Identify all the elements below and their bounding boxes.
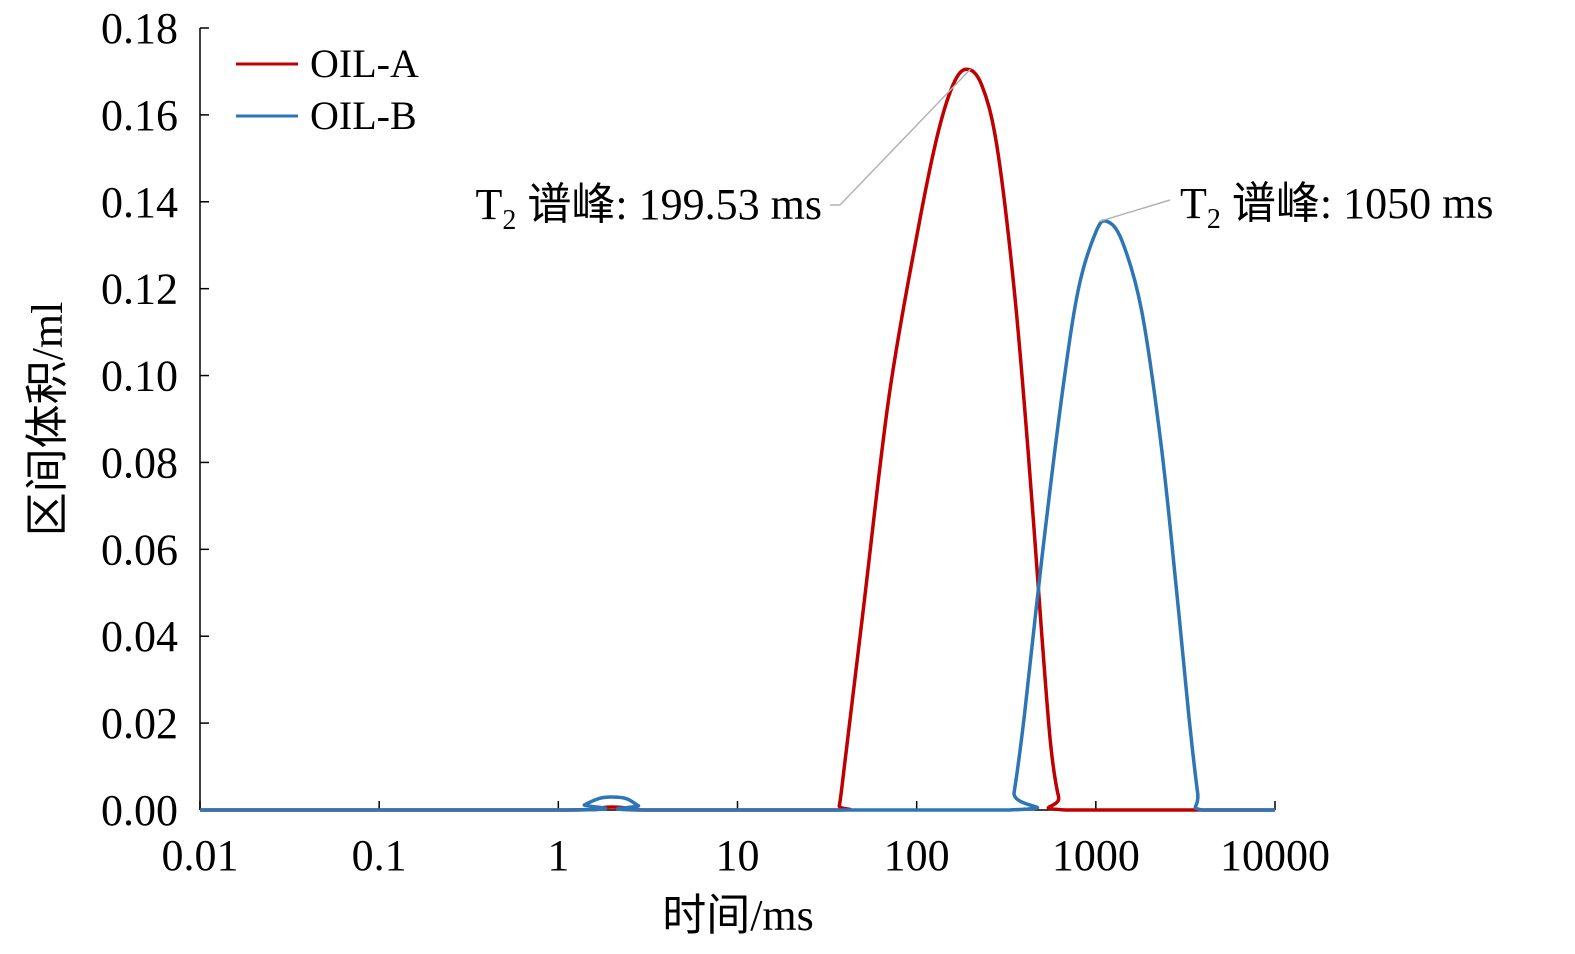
x-ticks: 0.01 0.1 1 10 100 1000 10000 bbox=[162, 801, 1330, 880]
series-line-oil-b bbox=[200, 219, 1275, 812]
x-tick-label: 1 bbox=[547, 831, 569, 880]
peak-annotation: T2 谱峰: 1050 ms bbox=[1180, 179, 1493, 235]
y-tick-label: 0.06 bbox=[101, 525, 178, 574]
y-tick-label: 0.16 bbox=[101, 91, 178, 140]
axes bbox=[199, 28, 1275, 811]
y-tick-label: 0.08 bbox=[101, 438, 178, 487]
annotation-leader bbox=[1099, 199, 1171, 223]
legend-label-oil-a: OIL-A bbox=[310, 41, 419, 86]
annotation-leader bbox=[839, 68, 971, 206]
y-ticks: 0.00 0.02 0.04 0.06 0.08 0.10 0.12 0.14 0.16 0.18 bbox=[101, 4, 209, 835]
legend: OIL-A OIL-B bbox=[236, 41, 419, 138]
y-tick-label: 0.18 bbox=[101, 4, 178, 53]
y-tick-label: 0.04 bbox=[101, 612, 178, 661]
peak-annotation: T2 谱峰: 199.53 ms bbox=[476, 180, 822, 236]
y-axis-label: 区间体积/ml bbox=[23, 302, 72, 537]
y-tick-label: 0.02 bbox=[101, 699, 178, 748]
series-layer bbox=[200, 67, 1275, 812]
x-tick-label: 10 bbox=[716, 831, 760, 880]
annotation-layer: T2 谱峰: 199.53 ms T2 谱峰: 1050 ms bbox=[476, 68, 1493, 236]
x-tick-label: 10000 bbox=[1220, 831, 1330, 880]
x-tick-label: 1000 bbox=[1052, 831, 1140, 880]
y-tick-label: 0.14 bbox=[101, 178, 178, 227]
y-tick-label: 0.10 bbox=[101, 352, 178, 401]
x-tick-label: 0.1 bbox=[352, 831, 407, 880]
y-tick-label: 0.12 bbox=[101, 265, 178, 314]
legend-label-oil-b: OIL-B bbox=[310, 93, 417, 138]
x-tick-label: 100 bbox=[884, 831, 950, 880]
x-tick-label: 0.01 bbox=[162, 831, 239, 880]
y-tick-label: 0.00 bbox=[101, 786, 178, 835]
x-axis-label: 时间/ms bbox=[662, 891, 814, 940]
